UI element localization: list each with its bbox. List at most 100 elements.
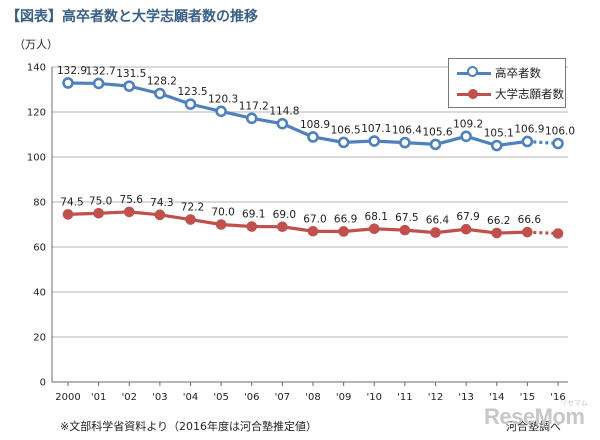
y-tick-label: 0 xyxy=(40,378,46,389)
data-point xyxy=(62,209,74,220)
x-tick-label: '04 xyxy=(183,392,198,403)
x-tick-label: '05 xyxy=(213,392,228,403)
data-point xyxy=(337,136,350,149)
data-label: 106.0 xyxy=(545,126,575,138)
data-label: 75.0 xyxy=(89,195,112,207)
data-point xyxy=(429,138,442,151)
data-point xyxy=(460,223,472,235)
watermark-sub: リセマム xyxy=(560,400,588,407)
footnote: ※文部科学省資料より（2016年度は河合塾推定値） xyxy=(60,420,317,433)
data-point xyxy=(276,117,289,130)
legend-item-graduates: 高卒者数 xyxy=(457,65,541,81)
data-point xyxy=(460,130,472,143)
x-tick-label: 2000 xyxy=(55,392,80,403)
data-label: 123.5 xyxy=(177,86,207,98)
data-label: 106.5 xyxy=(331,124,361,136)
data-label: 67.9 xyxy=(456,211,479,223)
data-label: 114.8 xyxy=(269,106,299,118)
x-tick-label: '12 xyxy=(428,392,443,403)
source-credit: 河合塾調べ xyxy=(506,420,561,433)
x-tick-label: '02 xyxy=(122,392,137,403)
data-point xyxy=(307,131,319,143)
data-label: 109.2 xyxy=(453,118,483,130)
data-label: 68.1 xyxy=(365,211,388,223)
data-label: 107.1 xyxy=(361,123,391,135)
x-tick-label: '08 xyxy=(305,392,320,403)
data-label: 69.1 xyxy=(242,209,265,221)
data-label: 74.5 xyxy=(60,196,83,208)
data-label: 131.5 xyxy=(116,68,146,80)
data-point xyxy=(184,98,197,110)
x-tick-label: '01 xyxy=(91,392,106,403)
data-label: 74.3 xyxy=(150,197,173,209)
legend: 高卒者数 大学志願者数 xyxy=(448,58,566,108)
data-point xyxy=(430,227,441,238)
data-label: 106.4 xyxy=(392,125,422,137)
data-label: 75.6 xyxy=(120,194,144,206)
data-point xyxy=(307,225,319,237)
x-tick-label: '07 xyxy=(275,392,290,403)
data-point xyxy=(62,77,74,89)
y-tick-label: 60 xyxy=(33,243,46,254)
data-point xyxy=(490,139,503,152)
data-label: 67.5 xyxy=(395,212,418,224)
y-tick-label: 40 xyxy=(33,288,46,299)
x-tick-label: '11 xyxy=(397,392,412,403)
series xyxy=(62,77,564,239)
data-point xyxy=(521,135,534,148)
data-point xyxy=(491,227,503,239)
data-label: 67.0 xyxy=(303,213,326,225)
data-point xyxy=(93,207,104,219)
y-tick-label: 20 xyxy=(33,333,46,344)
legend-label-graduates: 高卒者数 xyxy=(495,66,541,80)
data-label: 132.7 xyxy=(86,65,116,77)
data-label: 128.2 xyxy=(147,76,177,88)
data-point xyxy=(123,206,135,218)
data-point xyxy=(245,112,258,125)
x-tick-label: '15 xyxy=(520,392,535,403)
data-point xyxy=(154,87,166,100)
legend-swatch-graduates xyxy=(457,66,491,79)
data-point xyxy=(399,136,411,149)
data-label: 66.4 xyxy=(426,215,450,227)
data-point xyxy=(338,226,349,237)
data-point xyxy=(92,77,105,90)
chart-title: 【図表】高卒者数と大学志願者数の推移 xyxy=(6,9,258,25)
data-point xyxy=(215,219,227,230)
data-label: 105.6 xyxy=(422,126,452,138)
data-label: 117.2 xyxy=(239,100,269,112)
data-point xyxy=(368,223,380,235)
data-label: 120.3 xyxy=(208,93,238,105)
series-line-1 xyxy=(67,210,528,235)
data-point xyxy=(277,221,288,233)
x-tick-label: '09 xyxy=(336,392,351,403)
data-label: 69.0 xyxy=(273,209,296,221)
data-point xyxy=(246,221,258,232)
y-tick-label: 100 xyxy=(27,153,46,164)
data-label: 108.9 xyxy=(300,119,330,131)
data-point xyxy=(399,224,411,236)
data-point xyxy=(522,226,533,238)
series-line-0 xyxy=(67,81,528,148)
y-tick-label: 120 xyxy=(27,108,46,119)
data-label: 105.1 xyxy=(484,128,514,140)
data-point xyxy=(552,228,564,239)
data-label: 70.0 xyxy=(211,207,234,219)
x-tick-label: '13 xyxy=(458,392,473,403)
data-label: 72.2 xyxy=(181,202,204,214)
data-point xyxy=(552,137,564,150)
data-point xyxy=(215,105,227,118)
data-point xyxy=(123,80,136,92)
data-point xyxy=(368,135,381,147)
data-label: 66.2 xyxy=(487,215,510,227)
data-label: 106.9 xyxy=(514,123,544,135)
legend-item-applicants: 大学志願者数 xyxy=(457,86,564,102)
axes: 0 20 40 60 80 100 120 140 2000 '01 '02 '03 '04 '05 '06… xyxy=(27,63,568,403)
y-axis-unit-label: （万人） xyxy=(14,38,58,51)
x-tick-label: '10 xyxy=(367,392,382,403)
legend-label-applicants: 大学志願者数 xyxy=(495,87,564,101)
watermark-logo: ReseMom xyxy=(484,404,585,429)
legend-swatch-applicants xyxy=(457,88,491,100)
data-label: 132.9 xyxy=(57,65,87,77)
